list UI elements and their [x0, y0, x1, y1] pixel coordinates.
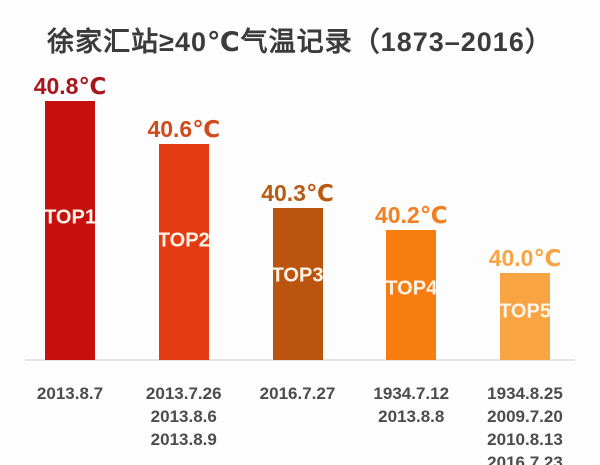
temperature-value-label: 40.8℃	[33, 73, 107, 99]
date-label: 2013.8.7	[36, 384, 104, 403]
date-label: 2013.8.9	[150, 430, 217, 449]
date-label: 2013.8.6	[150, 407, 217, 426]
temperature-bar: TOP2	[157, 144, 210, 360]
temperature-value-label: 40.3℃	[261, 180, 334, 206]
x-axis-line	[25, 359, 575, 361]
rank-label: TOP2	[157, 229, 210, 252]
rank-label: TOP5	[499, 300, 551, 323]
date-label: 2013.8.8	[378, 407, 445, 426]
rank-label: TOP3	[271, 264, 324, 287]
date-label-group: 1934.8.25 2009.7.20 2010.8.13 2016.7.23	[465, 382, 585, 465]
date-label: 2009.7.20	[487, 407, 563, 426]
temperature-value-label: 40.6℃	[147, 116, 221, 142]
temperature-bar: TOP1	[44, 101, 96, 360]
date-label-group: 1934.7.12 2013.8.8	[351, 382, 471, 428]
temperature-bar: TOP4	[385, 230, 438, 360]
date-label: 1934.8.25	[487, 384, 563, 403]
date-label-group: 2016.7.27	[238, 382, 358, 405]
rank-label: TOP4	[385, 277, 438, 299]
date-label: 2013.7.26	[145, 384, 222, 403]
date-label-group: 2013.8.7	[10, 382, 130, 405]
date-label: 2016.7.27	[259, 384, 336, 403]
temperature-value-label: 40.2℃	[374, 202, 448, 228]
chart-title: 徐家汇站≥40℃气温记录（1873–2016）	[47, 27, 553, 57]
date-label-group: 2013.7.26 2013.8.6 2013.8.9	[124, 382, 244, 451]
date-label: 2010.8.13	[487, 430, 563, 449]
temperature-bar: TOP5	[499, 273, 551, 360]
rank-label: TOP1	[44, 206, 96, 229]
temperature-bar: TOP3	[271, 208, 324, 360]
date-label: 1934.7.12	[373, 384, 450, 403]
date-label: 2016.7.23	[487, 453, 563, 465]
temperature-value-label: 40.0℃	[488, 245, 562, 271]
